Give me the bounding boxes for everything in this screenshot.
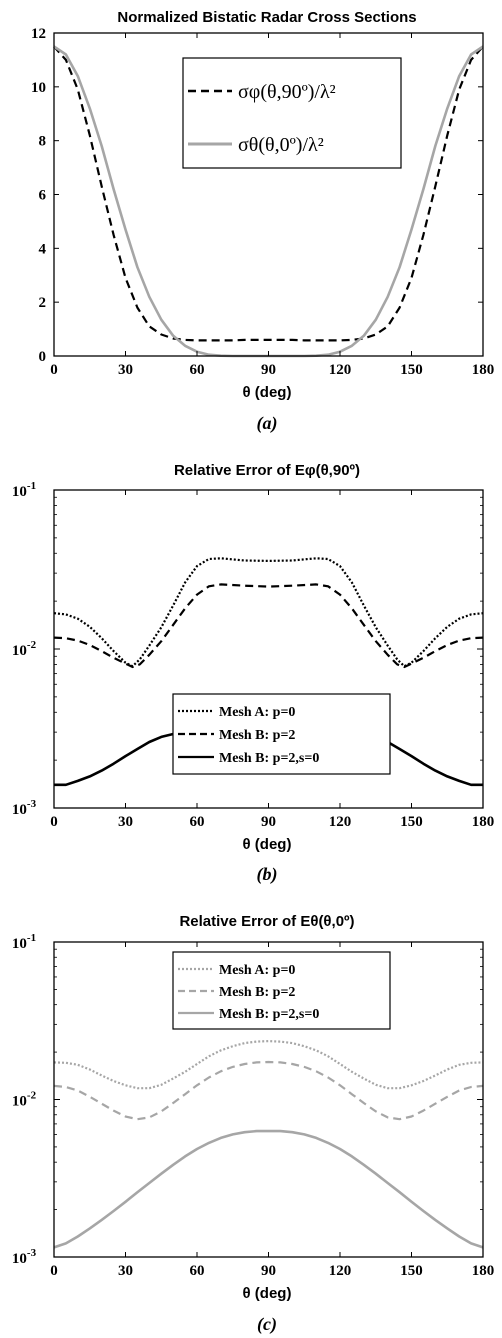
- panel-c-legend-label-1: Mesh A: p=0: [219, 963, 295, 978]
- panel-b-y-tick-label: 10-1: [12, 480, 36, 500]
- panel-a-x-tick-label: 150: [400, 362, 423, 378]
- panel-c-x-tick-label: 90: [261, 1263, 276, 1279]
- panel-c-x-tick-label: 150: [400, 1263, 423, 1279]
- panel-a-caption: (a): [257, 413, 278, 434]
- panel-b-x-tick-label: 150: [400, 814, 423, 830]
- panel-b: Relative Error of Eφ(θ,90º) θ (deg) (b) …: [172, 462, 391, 885]
- panel-b-legend-label-1: Mesh A: p=0: [219, 705, 295, 720]
- panel-c: Relative Error of Eθ(θ,0º) θ (deg) (c) M…: [172, 913, 391, 1335]
- panel-c-series-1-line: [53, 1040, 484, 1090]
- panel-b-x-tick-label: 120: [329, 814, 352, 830]
- panel-b-legend-box: [172, 693, 391, 775]
- panel-a-y-tick-label: 10: [31, 80, 46, 96]
- panel-c-x-tick-label: 0: [50, 1263, 58, 1279]
- panel-b-title: Relative Error of Eφ(θ,90º): [174, 462, 360, 479]
- panel-c-x-tick-label: 30: [118, 1263, 133, 1279]
- panel-a-legend-label-2: σθ(θ,0º)/λ²: [238, 134, 324, 156]
- panel-c-y-tick-label: 10-1: [12, 932, 36, 952]
- panel-a: Normalized Bistatic Radar Cross Sections…: [117, 9, 416, 434]
- panel-c-x-tick-label: 120: [329, 1263, 352, 1279]
- panel-b-x-tick-label: 0: [50, 814, 58, 830]
- panel-a-legend: σφ(θ,90º)/λ² σθ(θ,0º)/λ²: [182, 57, 402, 169]
- panel-a-y-tick-label: 12: [31, 26, 46, 42]
- panel-b-y-tick-label: 10-2: [12, 639, 37, 659]
- panel-b-series-2-line: [53, 583, 484, 669]
- panel-a-x-tick-label: 120: [329, 362, 352, 378]
- panel-c-legend: Mesh A: p=0 Mesh B: p=2 Mesh B: p=2,s=0: [172, 951, 391, 1030]
- panel-b-plot: 0 30 60 90 120 150 180 10-3 10-2 10-1: [12, 480, 494, 830]
- panel-b-x-tick-label: 60: [190, 814, 205, 830]
- panel-b-legend: Mesh A: p=0 Mesh B: p=2 Mesh B: p=2,s=0: [172, 693, 391, 775]
- panel-a-legend-box: [182, 57, 402, 169]
- panel-a-series-1-line: [53, 45, 484, 342]
- panel-c-x-tick-label: 60: [190, 1263, 205, 1279]
- panel-a-x-tick-label: 180: [472, 362, 495, 378]
- panel-b-y-tick-label: 10-3: [12, 798, 37, 818]
- panel-b-legend-label-2: Mesh B: p=2: [219, 728, 295, 743]
- panel-b-x-tick-label: 90: [261, 814, 276, 830]
- panel-c-series-3-line: [53, 1129, 484, 1249]
- panel-c-legend-label-2: Mesh B: p=2: [219, 985, 295, 1000]
- panel-c-y-tick-label: 10-2: [12, 1090, 37, 1110]
- panel-a-x-tick-label: 0: [50, 362, 58, 378]
- panel-a-y-tick-label: 4: [39, 241, 47, 257]
- panel-a-y-tick-label: 6: [39, 188, 47, 204]
- panel-c-x-axis-label: θ (deg): [243, 1285, 292, 1302]
- panel-a-legend-label-1: σφ(θ,90º)/λ²: [238, 81, 336, 103]
- panel-b-x-axis-label: θ (deg): [243, 836, 292, 853]
- panel-a-x-axis-label: θ (deg): [243, 384, 292, 401]
- panel-c-legend-box: [172, 951, 391, 1030]
- panel-a-x-tick-label: 60: [190, 362, 205, 378]
- panel-b-series-1-line: [53, 557, 484, 668]
- panel-b-x-tick-label: 180: [472, 814, 495, 830]
- panel-c-series-2-line: [53, 1060, 484, 1121]
- panel-b-caption: (b): [257, 864, 278, 885]
- panel-c-y-tick-label: 10-3: [12, 1247, 37, 1267]
- panel-c-legend-label-3: Mesh B: p=2,s=0: [219, 1007, 319, 1022]
- panel-a-y-tick-label: 8: [39, 134, 47, 150]
- panel-a-x-tick-label: 90: [261, 362, 276, 378]
- panel-a-x-tick-label: 30: [118, 362, 133, 378]
- panel-c-title: Relative Error of Eθ(θ,0º): [179, 913, 354, 930]
- panel-c-plot: 0 30 60 90 120 150 180 10-3 10-2 10-1: [12, 932, 494, 1279]
- panel-a-y-tick-label: 2: [39, 295, 47, 311]
- panel-a-y-tick-label: 0: [39, 349, 47, 365]
- panel-c-x-tick-label: 180: [472, 1263, 495, 1279]
- panel-c-caption: (c): [257, 1314, 277, 1335]
- panel-b-x-tick-label: 30: [118, 814, 133, 830]
- panel-b-legend-label-3: Mesh B: p=2,s=0: [219, 751, 319, 766]
- panel-a-title: Normalized Bistatic Radar Cross Sections: [117, 9, 416, 26]
- panel-a-plot: 0 30 60 90 120 150 180 0 2 4 6 8 10 12: [31, 26, 494, 378]
